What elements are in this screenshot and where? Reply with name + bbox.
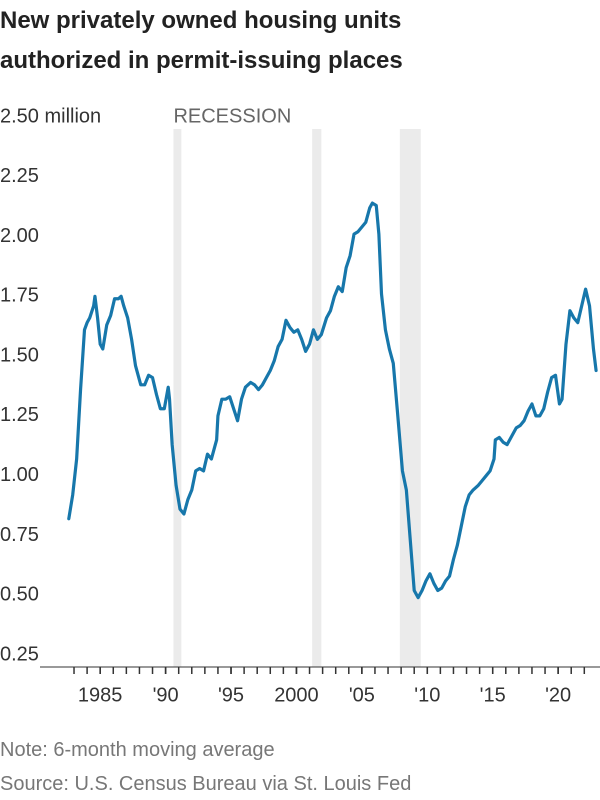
recession-band: [399, 129, 421, 667]
y-tick-label: 1.00: [0, 464, 39, 486]
recession-band: [312, 129, 322, 667]
source: Source: U.S. Census Bureau via St. Louis…: [0, 773, 411, 795]
y-tick-label: 2.50 million: [0, 105, 101, 127]
x-tick-label: '10: [414, 684, 440, 706]
chart-title: New privately owned housing units: [0, 7, 401, 34]
recession-band: [173, 129, 182, 667]
x-tick-label: 2000: [274, 684, 319, 706]
x-tick-label: '90: [153, 684, 179, 706]
data-line: [67, 201, 598, 600]
y-tick-label: 1.50: [0, 344, 39, 366]
note: Note: 6-month moving average: [0, 739, 275, 761]
axes: RECESSION 2.50 million 2.25 2.00 1.75 1.50 1.2…: [0, 105, 600, 706]
x-tick-label: '15: [480, 684, 506, 706]
y-tick-label: 1.25: [0, 404, 39, 426]
x-tick-label: 1985: [78, 684, 123, 706]
y-tick-label: 2.25: [0, 165, 39, 187]
y-tick-label: 0.50: [0, 584, 39, 606]
y-tick-label: 1.75: [0, 285, 39, 307]
chart-title: authorized in permit-issuing places: [0, 47, 403, 74]
annotation: RECESSION: [173, 105, 291, 127]
y-tick-label: 2.00: [0, 225, 39, 247]
plot: [67, 201, 598, 600]
x-tick-label: '20: [545, 684, 571, 706]
x-tick-label: '95: [218, 684, 244, 706]
x-tick-label: '05: [349, 684, 375, 706]
y-tick-label: 0.75: [0, 524, 39, 546]
y-tick-label: 0.25: [0, 643, 39, 665]
recession-bands: [173, 129, 421, 667]
